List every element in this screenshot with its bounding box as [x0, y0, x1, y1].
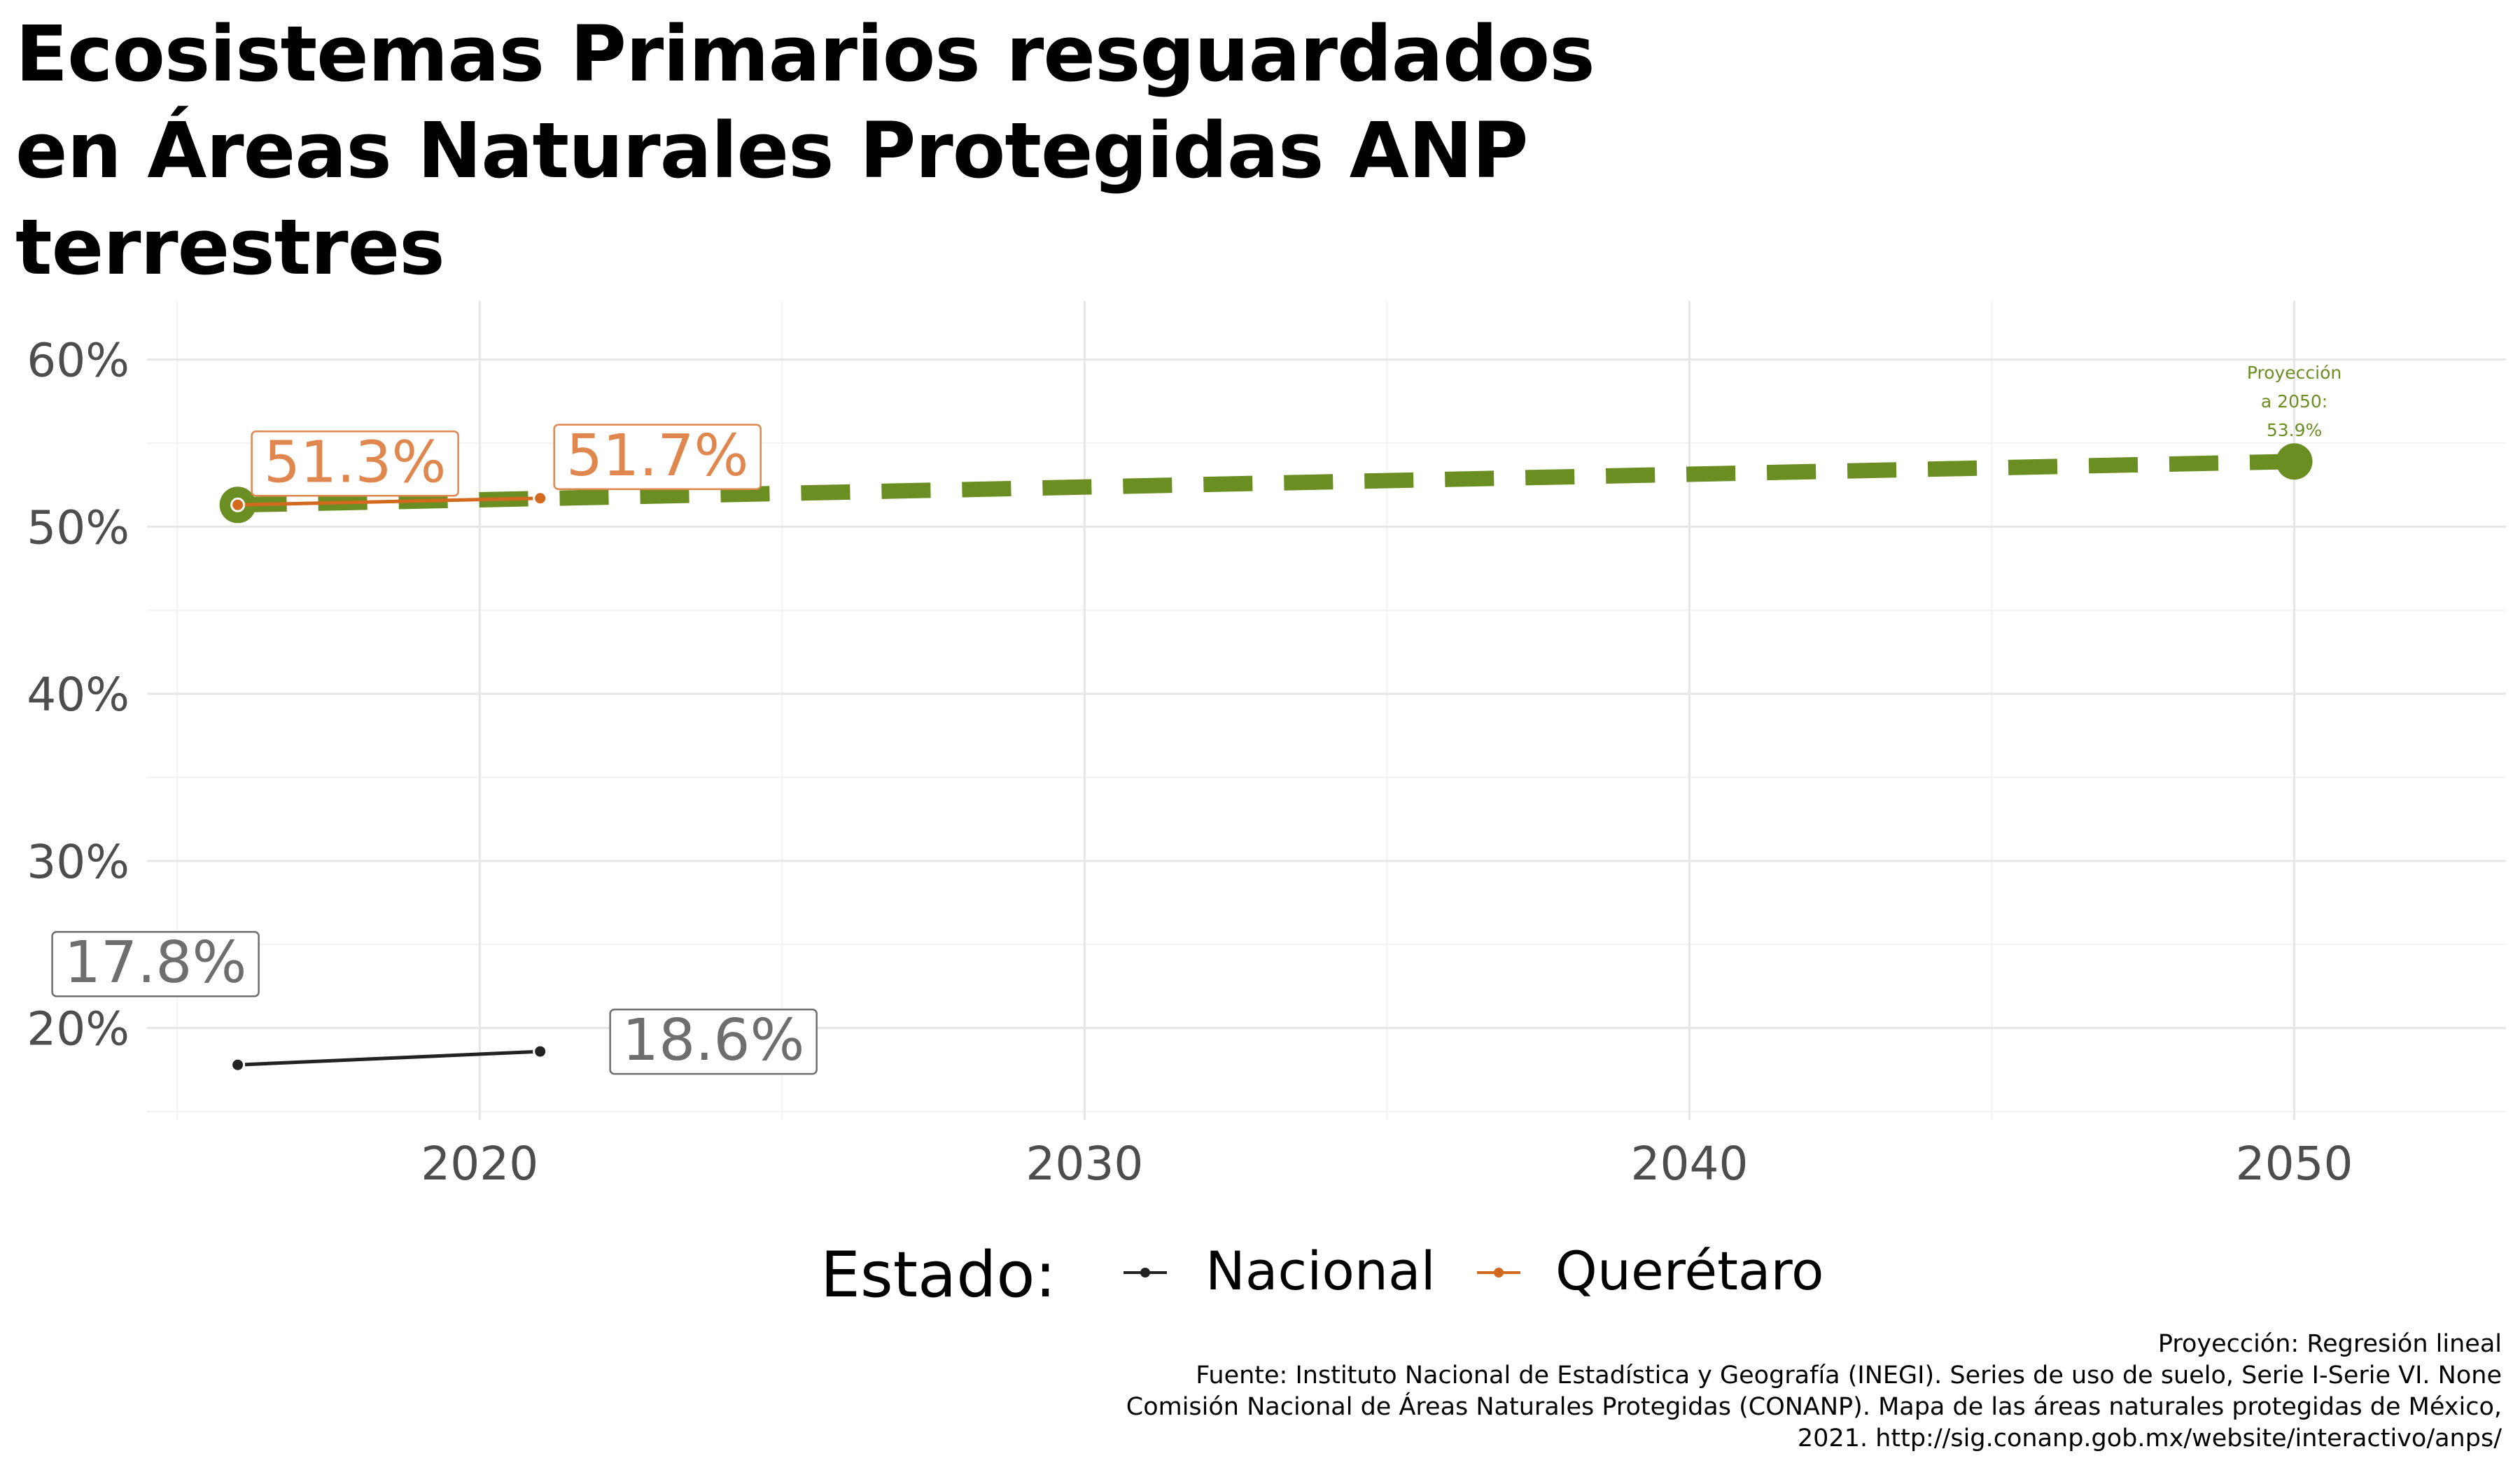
y-tick-label: 30% — [27, 835, 130, 889]
x-tick-label: 2050 — [2236, 1137, 2353, 1191]
data-label: 51.7% — [566, 423, 749, 489]
data-label: 17.8% — [64, 930, 247, 996]
data-label: 51.3% — [264, 429, 447, 496]
chart-title: Ecosistemas Primarios resguardados en Ár… — [15, 6, 1625, 295]
data-label-box — [609, 1008, 818, 1075]
projection-note-line: Proyección — [2247, 363, 2342, 383]
y-tick-label: 60% — [27, 334, 130, 388]
caption-line-3: Comisión Nacional de Áreas Naturales Pro… — [1126, 1393, 2502, 1421]
caption-line-4: 2021. http://sig.conanp.gob.mx/website/i… — [1797, 1424, 2502, 1452]
data-point — [230, 497, 246, 512]
x-tick-label: 2030 — [1026, 1137, 1143, 1191]
y-tick-label: 20% — [27, 1002, 130, 1056]
legend: Estado: Nacional Querétaro — [820, 1238, 1824, 1312]
y-tick-label: 40% — [27, 668, 130, 722]
caption-line-1: Proyección: Regresión lineal — [2157, 1330, 2502, 1358]
legend-item-label: Querétaro — [1555, 1240, 1824, 1302]
caption: Proyección: Regresión lineal Fuente: Ins… — [1126, 1329, 2502, 1455]
data-label: 18.6% — [622, 1007, 805, 1074]
legend-swatch-point — [1494, 1268, 1504, 1278]
series-layer — [230, 491, 548, 1072]
y-axis-ticks: 20% 30% 40% 50% 60% — [27, 334, 130, 1056]
title-line-2: en Áreas Naturales Protegidas ANP — [15, 106, 1529, 195]
y-tick-label: 50% — [27, 500, 130, 554]
legend-title: Estado: — [820, 1238, 1056, 1312]
series-line-Nacional — [237, 1049, 540, 1067]
projection-end-point — [2276, 443, 2313, 480]
projection-note-line: 53.9% — [2267, 420, 2322, 440]
x-tick-label: 2040 — [1630, 1137, 1748, 1191]
x-tick-label: 2020 — [421, 1137, 538, 1191]
legend-swatch-point — [1140, 1268, 1150, 1278]
data-label-box — [51, 930, 260, 997]
caption-line-2: Fuente: Instituto Nacional de Estadístic… — [1196, 1362, 2502, 1390]
legend-item-label: Nacional — [1205, 1240, 1436, 1302]
projection-layer: Proyección a 2050: 53.9% — [219, 363, 2342, 524]
projection-note-line: a 2050: — [2261, 391, 2328, 412]
x-axis-ticks: 2020 2030 2040 2050 — [421, 1137, 2353, 1191]
grid — [147, 301, 2506, 1120]
data-point — [230, 1057, 246, 1072]
data-label-box — [553, 424, 762, 491]
projection-line — [237, 454, 2295, 513]
data-point — [533, 1044, 548, 1059]
title-line-3: terrestres — [15, 202, 445, 292]
data-labels: 17.8% 18.6% 51.3% 51.7% — [51, 423, 818, 1075]
title-line-1: Ecosistemas Primarios resguardados — [15, 9, 1595, 99]
data-label-box — [251, 430, 459, 497]
data-point — [533, 491, 548, 506]
series-line-Querétaro — [237, 496, 540, 507]
